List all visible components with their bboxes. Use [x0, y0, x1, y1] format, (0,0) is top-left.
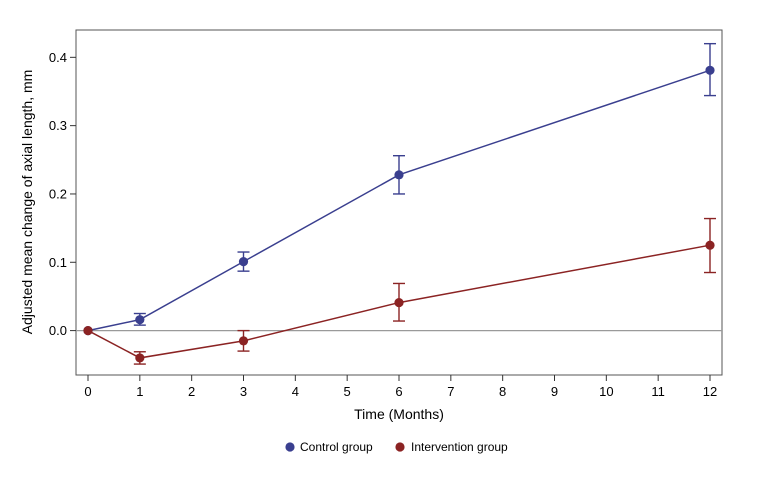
x-tick-label: 0 — [84, 384, 91, 399]
legend-label-intervention: Intervention group — [411, 440, 508, 454]
y-tick-label: 0.1 — [49, 255, 67, 270]
series-control — [83, 42, 716, 336]
plot-frame — [75, 29, 723, 376]
data-point — [238, 256, 249, 267]
x-axis: 0 1 2 3 4 5 6 7 8 9 10 11 12 — [84, 375, 717, 399]
legend-label-control: Control group — [300, 440, 373, 454]
y-tick-label: 0.0 — [49, 323, 67, 338]
x-tick-label: 3 — [240, 384, 247, 399]
series-intervention — [83, 217, 716, 365]
x-tick-label: 8 — [499, 384, 506, 399]
data-point — [705, 240, 715, 250]
x-tick-label: 10 — [599, 384, 613, 399]
series-layer — [83, 42, 716, 365]
legend-marker-intervention — [395, 442, 405, 452]
y-tick-label: 0.4 — [49, 50, 67, 65]
y-axis: 0.0 0.1 0.2 0.3 0.4 — [49, 50, 76, 338]
y-tick-label: 0.2 — [49, 186, 67, 201]
y-axis-title: Adjusted mean change of axial length, mm — [19, 70, 35, 335]
x-tick-label: 4 — [292, 384, 299, 399]
data-point — [135, 315, 145, 325]
data-point — [135, 353, 145, 363]
legend: Control group Intervention group — [285, 440, 508, 454]
x-tick-label: 2 — [188, 384, 195, 399]
legend-marker-control — [285, 442, 295, 452]
x-tick-label: 11 — [651, 384, 665, 399]
data-point — [705, 65, 715, 75]
data-point — [238, 336, 249, 346]
x-tick-label: 5 — [344, 384, 351, 399]
x-axis-title: Time (Months) — [354, 406, 444, 422]
x-tick-label: 9 — [551, 384, 558, 399]
x-tick-label: 7 — [447, 384, 454, 399]
data-point — [83, 325, 93, 336]
data-point — [394, 297, 404, 308]
data-point — [394, 170, 404, 180]
x-tick-label: 6 — [395, 384, 402, 399]
y-tick-label: 0.3 — [49, 118, 67, 133]
x-tick-label: 1 — [136, 384, 143, 399]
x-tick-label: 12 — [703, 384, 717, 399]
